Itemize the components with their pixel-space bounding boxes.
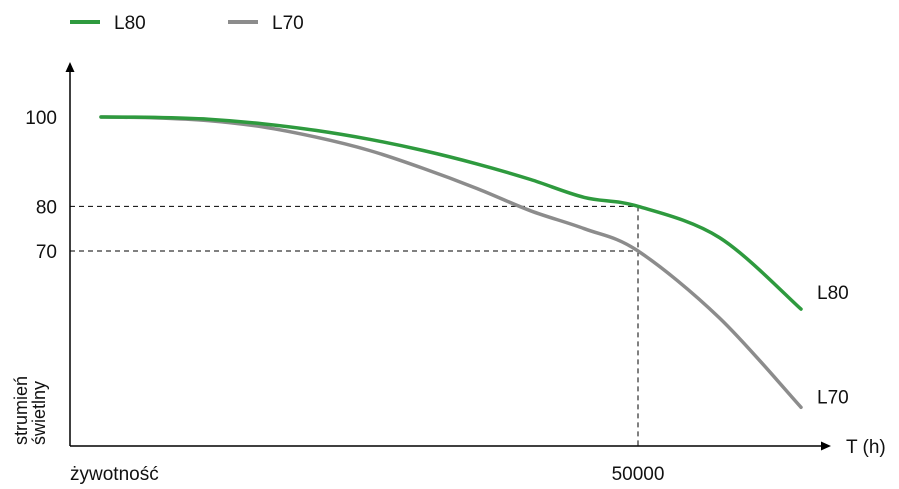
axes (65, 62, 831, 451)
series-line-l70 (99, 115, 803, 410)
series-end-label-l70: L70 (817, 387, 849, 408)
x-start-label: żywotność (70, 464, 159, 484)
y-tick-labels: 100 80 70 (25, 108, 57, 263)
y-axis-arrow (65, 62, 75, 72)
legend-label-l70: L70 (272, 13, 304, 34)
series-end-label-l80: L80 (817, 283, 849, 304)
series-lines (99, 115, 803, 410)
x-axis-unit-label: T (h) (846, 437, 886, 458)
x-axis-arrow (821, 441, 831, 451)
y-tick-label-80: 80 (36, 197, 57, 218)
x-tick-label: 50000 (612, 464, 665, 484)
legend: L80 L70 (70, 13, 304, 34)
reference-lines (70, 205, 639, 446)
y-tick-label-70: 70 (36, 242, 57, 263)
y-axis-title-line-2: świetlny (29, 381, 49, 445)
y-tick-label-100: 100 (25, 108, 57, 129)
legend-label-l80: L80 (114, 13, 146, 34)
y-axis-title: strumień świetlny (11, 376, 49, 445)
y-axis-title-line-1: strumień (11, 376, 31, 445)
series-line-l80 (99, 115, 803, 311)
